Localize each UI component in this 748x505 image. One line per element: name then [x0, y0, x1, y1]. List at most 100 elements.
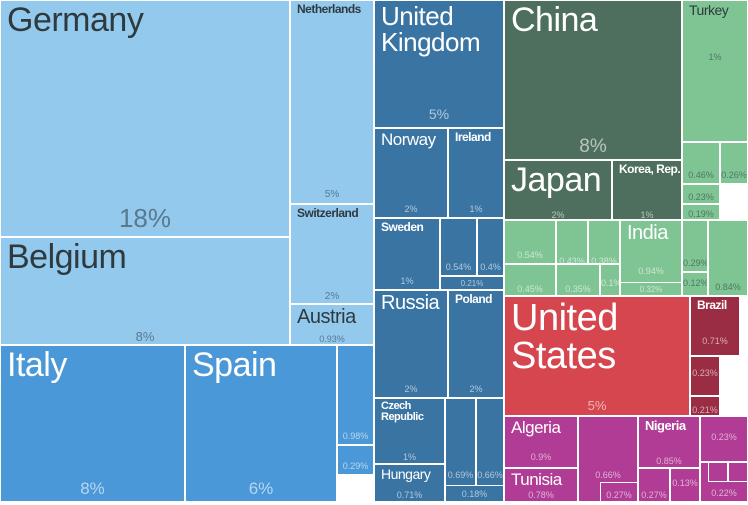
treemap-cell-value: 1%: [640, 210, 654, 220]
treemap-cell-value: 0.71%: [396, 490, 423, 500]
treemap-cell-value: 0.29%: [683, 258, 708, 268]
treemap-cell: 0.21%: [440, 276, 504, 290]
treemap-cell-value: 8%: [579, 136, 607, 157]
treemap-cell-value: 1%: [469, 204, 483, 214]
treemap-cell-small: [720, 184, 734, 204]
treemap-cell-value: 0.94%: [638, 266, 664, 276]
treemap-cell-value: 0.54%: [445, 262, 472, 272]
treemap-cell-small: [720, 376, 748, 396]
treemap-cell: Czech Republic 1%: [374, 398, 445, 464]
treemap-cell-value: 8%: [135, 329, 155, 344]
treemap-cell-label: Austria: [297, 306, 356, 328]
treemap-cell: Russia 2%: [374, 290, 448, 398]
treemap-cell: 0.32%: [620, 282, 682, 296]
treemap-cell-label: Spain: [192, 346, 277, 384]
treemap-cell: 0.66%: [476, 398, 504, 502]
treemap-cell-label: Nigeria: [645, 418, 686, 433]
treemap-cell: Poland 2%: [448, 290, 504, 398]
treemap-cell-label: Poland: [455, 292, 493, 306]
treemap-cell: 0.98%: [337, 345, 374, 445]
treemap-cell-small: [734, 204, 748, 220]
treemap-cell: 0.18%: [445, 485, 504, 502]
treemap-cell: 0.69%: [445, 398, 476, 502]
treemap-cell-label: Tunisia: [511, 470, 562, 489]
treemap-cell-label: Japan: [511, 161, 602, 199]
treemap-cell-value: 1%: [400, 276, 414, 286]
treemap-cell-value: 0.23%: [711, 432, 737, 442]
treemap-cell: China 8%: [504, 0, 682, 160]
treemap-cell: 0.26%: [720, 142, 748, 184]
treemap-cell-label: United States: [511, 297, 618, 377]
treemap-cell-value: 6%: [248, 479, 274, 498]
treemap-cell-value: 0.98%: [342, 431, 369, 441]
treemap-cell-value: 0.27%: [606, 490, 632, 500]
treemap-cell-value: 0.84%: [715, 282, 741, 292]
treemap-cell-small: [720, 204, 734, 220]
treemap-cell-value: 0.69%: [447, 470, 474, 480]
treemap-cell-value: 0.26%: [721, 170, 747, 180]
treemap-cell: 0.54%: [504, 220, 556, 264]
treemap-cell: Turkey 1%: [682, 0, 748, 142]
treemap-cell: Hungary 0.71%: [374, 464, 445, 502]
treemap-cell-value: 0.4%: [480, 262, 501, 272]
treemap-cell: Korea, Rep. 1%: [612, 160, 682, 220]
treemap-cell: 0.54%: [440, 218, 477, 276]
treemap-cell-label: Netherlands: [297, 2, 361, 16]
treemap-cell: Algeria 0.9%: [504, 416, 578, 468]
treemap-cell-value: 0.12%: [683, 278, 708, 288]
treemap-cell-label: Belgium: [7, 238, 127, 276]
treemap-cell-small: [720, 396, 748, 416]
treemap-cell-small: [734, 356, 748, 376]
treemap-cell: 0.13%: [670, 468, 700, 502]
treemap-cell-value: 0.27%: [641, 490, 667, 500]
treemap-cell-value: 0.54%: [517, 250, 543, 260]
treemap-cell-label: China: [511, 1, 598, 39]
treemap-cell: Italy 8%: [0, 345, 185, 502]
treemap-cell-small: [337, 475, 355, 489]
treemap-cell-value: 0.23%: [692, 368, 718, 378]
treemap-cell-label: Norway: [381, 130, 436, 149]
treemap-cell: 0.84%: [708, 220, 748, 296]
treemap-cell-label: Turkey: [689, 2, 729, 18]
treemap-cell-value: 1%: [708, 52, 722, 62]
treemap-cell-small: [720, 356, 734, 376]
treemap-cell: Sweden 1%: [374, 218, 440, 290]
treemap-cell: 0.12%: [682, 272, 708, 296]
treemap-cell: 0.19%: [682, 204, 720, 220]
treemap-cell: Switzerland 2%: [290, 204, 374, 304]
treemap-cell: 0.23%: [690, 356, 720, 396]
treemap-cell-small: [355, 489, 374, 502]
treemap-cell: 0.43%: [556, 220, 588, 264]
treemap-cell-value: 0.22%: [711, 488, 737, 498]
treemap-cell: 0.23%: [682, 184, 720, 204]
treemap-cell-small: [708, 462, 728, 482]
treemap-cell-label: Korea, Rep.: [619, 162, 681, 176]
treemap-cell-label: Hungary: [381, 466, 431, 482]
treemap-cell-value: 0.85%: [656, 456, 682, 466]
treemap-cell-value: 2%: [551, 210, 565, 220]
treemap-cell-label: Italy: [7, 346, 67, 384]
treemap-cell: Japan 2%: [504, 160, 612, 220]
treemap-cell-label: Czech Republic: [381, 400, 424, 423]
treemap-cell-value: 2%: [404, 384, 418, 394]
treemap-cell-value: 1%: [402, 452, 416, 462]
treemap-cell-value: 0.71%: [702, 336, 728, 346]
treemap-cell: 0.38%: [588, 220, 620, 264]
treemap-cell: 0.29%: [337, 445, 374, 475]
treemap-cell-value: 0.66%: [595, 470, 621, 480]
treemap-cell-value: 0.45%: [517, 284, 543, 294]
treemap-cell-value: 0.9%: [530, 452, 552, 462]
treemap-cell-label: Algeria: [511, 418, 561, 437]
treemap-cell-label: Brazil: [697, 298, 727, 312]
treemap-cell-value: 0.43%: [559, 256, 585, 264]
treemap-cell: 0.21%: [690, 396, 720, 416]
treemap-cell-value: 0.38%: [591, 256, 617, 264]
treemap-cell-value: 0.13%: [672, 478, 698, 488]
treemap-cell: 0.1%: [600, 264, 620, 296]
treemap-cell: Belgium 8%: [0, 237, 290, 345]
treemap-cell-value: 2%: [324, 291, 340, 302]
treemap-cell: Spain 6%: [185, 345, 337, 502]
treemap-cell: Netherlands 5%: [290, 0, 374, 204]
treemap-cell: Ireland 1%: [448, 128, 504, 218]
